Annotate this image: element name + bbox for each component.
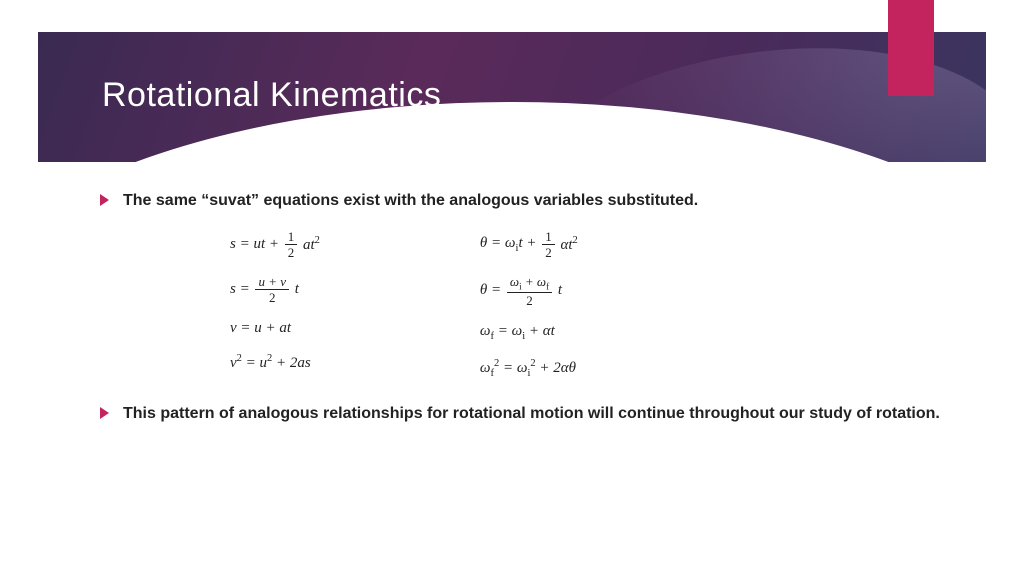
equation-rotational-1: θ = ωit + 12 αt2 bbox=[480, 230, 578, 259]
title-banner: Rotational Kinematics bbox=[38, 32, 986, 162]
equation-linear-3: v = u + at bbox=[230, 320, 320, 337]
equations-block: s = ut + 12 at2 s = u + v2 t v = u + at … bbox=[230, 230, 944, 380]
equation-rotational-3: ωf = ωi + αt bbox=[480, 323, 578, 342]
equation-linear-1: s = ut + 12 at2 bbox=[230, 230, 320, 259]
linear-equations-column: s = ut + 12 at2 s = u + v2 t v = u + at … bbox=[230, 230, 320, 380]
bullet-item: The same “suvat” equations exist with th… bbox=[100, 190, 944, 212]
equation-rotational-4: ωf2 = ωi2 + 2αθ bbox=[480, 358, 578, 379]
bullet-text: The same “suvat” equations exist with th… bbox=[123, 190, 698, 212]
equation-linear-4: v2 = u2 + 2as bbox=[230, 353, 320, 372]
bullet-arrow-icon bbox=[100, 407, 109, 419]
bullet-item: This pattern of analogous relationships … bbox=[100, 403, 944, 425]
accent-ribbon bbox=[888, 0, 934, 96]
slide-content: The same “suvat” equations exist with th… bbox=[100, 190, 944, 443]
slide-title: Rotational Kinematics bbox=[102, 76, 441, 115]
bullet-text: This pattern of analogous relationships … bbox=[123, 403, 940, 425]
rotational-equations-column: θ = ωit + 12 αt2 θ = ωi + ωf2 t ωf = ωi … bbox=[480, 230, 578, 380]
equation-rotational-2: θ = ωi + ωf2 t bbox=[480, 275, 578, 308]
equation-linear-2: s = u + v2 t bbox=[230, 275, 320, 304]
bullet-arrow-icon bbox=[100, 194, 109, 206]
